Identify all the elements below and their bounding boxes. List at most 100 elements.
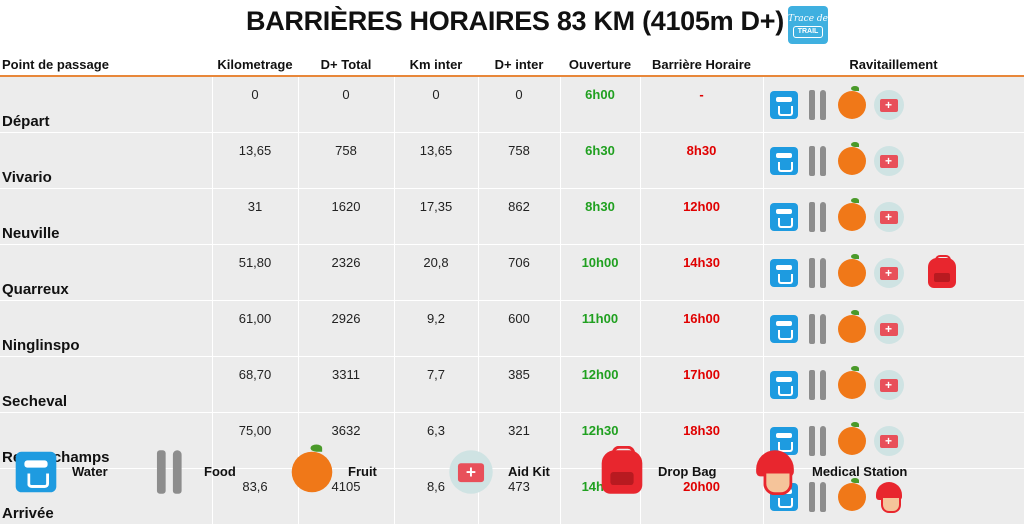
- aid-kit-icon: [873, 425, 904, 456]
- logo-line1: Trace de: [788, 14, 828, 24]
- cell-barriere-horaire: 16h00: [640, 300, 764, 357]
- cell-kilometrage: 51,80: [212, 244, 299, 301]
- trace-de-trail-logo: Trace de TRAIL: [788, 6, 828, 44]
- legend-item-fruit: Fruit: [290, 440, 377, 503]
- cell-ouverture: 12h00: [560, 356, 641, 413]
- cell-kilometrage: 31: [212, 188, 299, 245]
- fruit-icon: [837, 85, 866, 119]
- cell-dplus-total: 3311: [298, 356, 395, 413]
- cell-dplus-inter: 862: [478, 188, 561, 245]
- cell-ravitaillement: [763, 356, 1024, 413]
- aid-kit-icon: [873, 145, 904, 176]
- cell-ouverture: 6h30: [560, 132, 641, 189]
- fruit-icon: [291, 443, 333, 492]
- cutoff-table: Point de passage Kilometrage D+ Total Km…: [0, 54, 1024, 525]
- cell-km-inter: 9,2: [394, 300, 479, 357]
- cell-barriere-horaire: 18h30: [640, 412, 764, 469]
- water-icon: [769, 146, 798, 175]
- table-row: Secheval 68,70 3311 7,7 385 12h00 17h00: [0, 356, 1024, 413]
- cell-km-inter: 20,8: [394, 244, 479, 301]
- legend-label: Medical Station: [812, 464, 908, 479]
- header-ravitaillement: Ravitaillement: [763, 54, 1024, 77]
- drop-bag-icon: [601, 445, 643, 494]
- cell-kilometrage: 61,00: [212, 300, 299, 357]
- cell-dplus-inter: 321: [478, 412, 561, 469]
- cell-ravitaillement: [763, 412, 1024, 469]
- table-row: Quarreux 51,80 2326 20,8 706 10h00 14h30: [0, 244, 1024, 301]
- cell-dplus-total: 2926: [298, 300, 395, 357]
- water-icon: [769, 202, 798, 231]
- cell-barriere-horaire: 8h30: [640, 132, 764, 189]
- page-title: BARRIÈRES HORAIRES 83 KM (4105m D+): [246, 6, 784, 36]
- cell-barriere-horaire: 14h30: [640, 244, 764, 301]
- water-icon: [15, 451, 57, 492]
- cell-ravitaillement: [763, 188, 1024, 245]
- table-row: Neuville 31 1620 17,35 862 8h30 12h00: [0, 188, 1024, 245]
- cell-km-inter: 13,65: [394, 132, 479, 189]
- cell-kilometrage: 75,00: [212, 412, 299, 469]
- cell-km-inter: 17,35: [394, 188, 479, 245]
- food-icon: [806, 425, 830, 456]
- cell-ravitaillement: [763, 76, 1024, 133]
- food-icon: [806, 313, 830, 344]
- food-icon: [806, 201, 830, 232]
- cell-ouverture: 10h00: [560, 244, 641, 301]
- cell-dplus-inter: 0: [478, 76, 561, 133]
- cell-point-de-passage: Ninglinspo: [0, 300, 213, 357]
- food-icon: [806, 145, 830, 176]
- cell-dplus-total: 1620: [298, 188, 395, 245]
- aid-kit-icon: [873, 89, 904, 120]
- cell-kilometrage: 68,70: [212, 356, 299, 413]
- legend-item-medical-station: Medical Station: [752, 440, 907, 503]
- cell-ouverture: 11h00: [560, 300, 641, 357]
- cell-point-de-passage: Vivario: [0, 132, 213, 189]
- drop-bag-icon: [927, 254, 956, 288]
- fruit-icon: [837, 197, 866, 231]
- fruit-icon: [837, 253, 866, 287]
- legend-label: Water: [72, 464, 108, 479]
- cell-ouverture: 6h00: [560, 76, 641, 133]
- header-dplus-total: D+ Total: [298, 54, 394, 77]
- water-icon: [769, 258, 798, 287]
- cell-dplus-inter: 600: [478, 300, 561, 357]
- cell-dplus-total: 2326: [298, 244, 395, 301]
- cell-kilometrage: 0: [212, 76, 299, 133]
- cell-point-de-passage: Secheval: [0, 356, 213, 413]
- table-header-row: Point de passage Kilometrage D+ Total Km…: [0, 54, 1024, 77]
- legend: Water Food Fruit Aid Kit Drop Bag Medical Sta…: [0, 440, 1024, 503]
- food-icon: [806, 369, 830, 400]
- fruit-icon: [837, 421, 866, 455]
- aid-kit-icon: [873, 257, 904, 288]
- legend-label: Drop Bag: [658, 464, 717, 479]
- cell-dplus-inter: 385: [478, 356, 561, 413]
- header-km-inter: Km inter: [394, 54, 478, 77]
- cell-km-inter: 0: [394, 76, 479, 133]
- cell-ouverture: 8h30: [560, 188, 641, 245]
- cell-km-inter: 7,7: [394, 356, 479, 413]
- cell-dplus-inter: 706: [478, 244, 561, 301]
- water-icon: [769, 370, 798, 399]
- cell-point-de-passage: Quarreux: [0, 244, 213, 301]
- food-icon: [806, 257, 830, 288]
- aid-kit-icon: [873, 313, 904, 344]
- cell-ravitaillement: [763, 132, 1024, 189]
- legend-label: Food: [204, 464, 236, 479]
- fruit-icon: [837, 309, 866, 343]
- title-bar: BARRIÈRES HORAIRES 83 KM (4105m D+) Trac…: [0, 0, 1024, 48]
- aid-kit-icon: [449, 449, 493, 494]
- header-ouverture: Ouverture: [560, 54, 640, 77]
- table-row: Départ 0 0 0 0 6h00-: [0, 76, 1024, 133]
- cell-point-de-passage: Départ: [0, 76, 213, 133]
- cell-point-de-passage: Neuville: [0, 188, 213, 245]
- cell-dplus-inter: 758: [478, 132, 561, 189]
- logo-line2: TRAIL: [793, 26, 823, 38]
- cell-kilometrage: 13,65: [212, 132, 299, 189]
- header-point-de-passage: Point de passage: [0, 54, 212, 77]
- header-kilometrage: Kilometrage: [212, 54, 298, 77]
- header-dplus-inter: D+ inter: [478, 54, 560, 77]
- cell-barriere-horaire: -: [640, 76, 764, 133]
- cell-ravitaillement: [763, 244, 1024, 301]
- legend-item-aid-kit: Aid Kit: [448, 440, 550, 503]
- legend-item-drop-bag: Drop Bag: [600, 440, 717, 503]
